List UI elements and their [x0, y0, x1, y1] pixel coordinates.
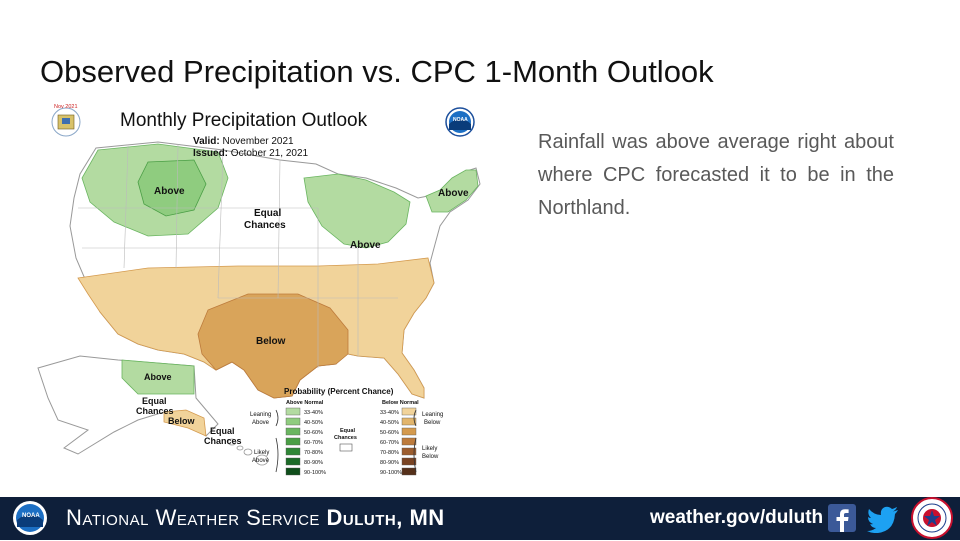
label-hawaii-equal-2: Chances	[204, 436, 242, 446]
legend-above-bin-label: 80-90%	[304, 460, 323, 466]
legend-above-bin-label: 33-40%	[304, 410, 323, 416]
label-alaska-equal-1: Equal	[142, 396, 167, 406]
legend-below-header: Below Normal	[382, 400, 419, 406]
legend-below-swatch	[401, 447, 417, 456]
issued-line: Issued: October 21, 2021	[193, 148, 308, 159]
legend-below-swatch	[401, 407, 417, 416]
alaska-below-region	[163, 409, 207, 437]
legend-leaning-above-2: Above	[252, 420, 270, 426]
legend-above-bin-label: 50-60%	[304, 430, 323, 436]
legend-below-swatch	[401, 427, 417, 436]
legend-below-bin-label: 90-100%	[380, 470, 402, 476]
valid-line: Valid: November 2021	[193, 136, 294, 147]
legend-above-bin-label: 60-70%	[304, 440, 323, 446]
issued-label: Issued:	[193, 148, 229, 159]
legend-below-swatch	[401, 437, 417, 446]
legend-below-bin-label: 33-40%	[380, 410, 399, 416]
legend-below-bin-label: 70-80%	[380, 450, 399, 456]
state-borders	[78, 143, 398, 368]
facebook-icon[interactable]	[828, 504, 856, 532]
label-above-northwest: Above	[154, 186, 185, 197]
legend-above-bin-label: 90-100%	[304, 470, 326, 476]
outlook-map-svg: Above Equal Chances Above Above Below Ab…	[37, 104, 481, 476]
probability-legend: Probability (Percent Chance) Above Norma…	[250, 387, 443, 476]
above-region-new-england	[425, 169, 479, 213]
legend-leaning-above-1: Leaning	[250, 412, 271, 418]
label-equal-chances-2: Chances	[244, 220, 286, 231]
valid-label: Valid:	[193, 136, 220, 147]
hawaii-islands	[227, 438, 269, 466]
footer-org-prefix: National Weather Service	[66, 505, 327, 530]
legend-equal-swatch	[339, 443, 353, 452]
doc-badge-text: Nov 2021	[54, 104, 78, 110]
legend-below-swatch	[401, 457, 417, 466]
legend-above-header: Above Normal	[286, 400, 324, 406]
legend-above-swatch	[285, 437, 301, 446]
above-region-great-lakes	[303, 173, 411, 249]
issued-value: October 21, 2021	[230, 148, 309, 159]
legend-above-swatch	[285, 417, 301, 426]
legend-leaning-below-2: Below	[424, 420, 441, 426]
legend-below-bin-label: 60-70%	[380, 440, 399, 446]
label-alaska-equal-2: Chances	[136, 406, 174, 416]
slide-body-text: Rainfall was above average right about w…	[538, 131, 894, 219]
label-above-new-england: Above	[438, 188, 469, 199]
noaa-logo-map: NOAA	[445, 107, 475, 137]
legend-below-swatch	[401, 417, 417, 426]
footer-noaa-text: NOAA	[22, 513, 40, 519]
noaa-logo-map-text: NOAA	[453, 117, 468, 123]
valid-value: November 2021	[222, 136, 294, 147]
twitter-icon[interactable]	[866, 505, 900, 533]
legend-likely-below-1: Likely	[422, 446, 437, 452]
label-alaska-below: Below	[168, 416, 196, 426]
legend-above-swatch	[285, 447, 301, 456]
footer-org-title: National Weather Service Duluth, MN	[66, 505, 445, 531]
slide-title: Observed Precipitation vs. CPC 1-Month O…	[40, 54, 714, 89]
map-title: Monthly Precipitation Outlook	[120, 110, 368, 131]
label-above-great-lakes: Above	[350, 240, 381, 251]
legend-leaning-below-1: Leaning	[422, 412, 443, 418]
legend-above-swatches: 33-40% 40-50% 50-60% 60-70% 70-80% 80-90% 90-1…	[285, 407, 326, 476]
above-core-northwest	[137, 159, 207, 217]
legend-above-swatch	[285, 427, 301, 436]
legend-title: Probability (Percent Chance)	[284, 387, 394, 396]
cpc-doc-badge: Nov 2021	[51, 104, 81, 137]
legend-likely-below-2: Below	[422, 454, 439, 460]
legend-equal-1: Equal	[340, 428, 355, 434]
footer-bar: NOAA National Weather Service Duluth, MN…	[0, 497, 960, 540]
alaska-above-region	[121, 359, 195, 395]
precipitation-outlook-map: Above Equal Chances Above Above Below Ab…	[18, 98, 494, 490]
legend-below-bin-label: 80-90%	[380, 460, 399, 466]
footer-org-office: Duluth, MN	[326, 505, 445, 530]
legend-above-bin-label: 40-50%	[304, 420, 323, 426]
legend-above-bin-label: 70-80%	[304, 450, 323, 456]
nws-noaa-logo-icon: NOAA	[13, 501, 47, 535]
legend-likely-above-2: Above	[252, 458, 270, 464]
label-alaska-above: Above	[144, 372, 172, 382]
legend-below-swatch	[401, 467, 417, 476]
label-equal-chances-1: Equal	[254, 208, 281, 219]
legend-above-swatch	[285, 467, 301, 476]
legend-likely-above-1: Likely	[254, 450, 269, 456]
legend-below-swatches: 33-40% 40-50% 50-60% 60-70% 70-80% 80-90% 90-1…	[380, 407, 417, 476]
nws-seal-icon	[911, 497, 953, 539]
legend-above-swatch	[285, 457, 301, 466]
footer-url-link[interactable]: weather.gov/duluth	[650, 507, 824, 528]
label-hawaii-equal-1: Equal	[210, 426, 235, 436]
legend-above-swatch	[285, 407, 301, 416]
legend-below-bin-label: 40-50%	[380, 420, 399, 426]
label-below-south: Below	[256, 336, 286, 347]
below-core-south	[197, 293, 349, 399]
legend-equal-2: Chances	[334, 435, 357, 441]
legend-below-bin-label: 50-60%	[380, 430, 399, 436]
